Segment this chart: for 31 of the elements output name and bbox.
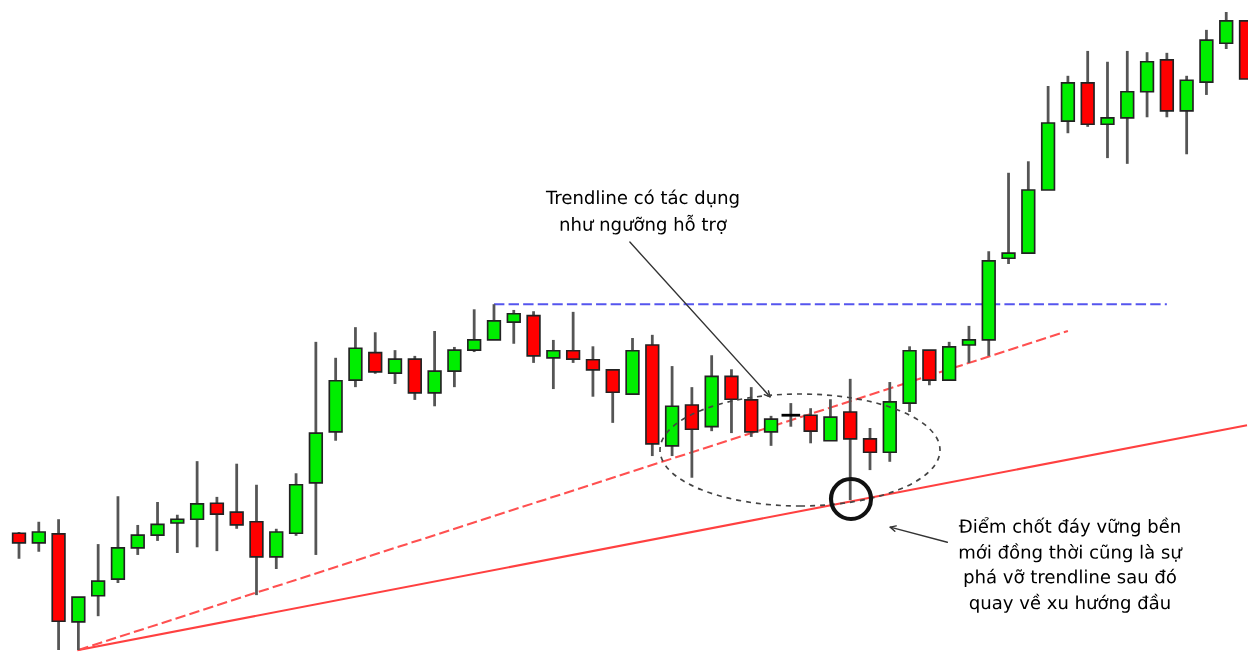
candlestick xyxy=(427,329,442,408)
candlestick xyxy=(605,368,620,425)
candlestick xyxy=(486,302,502,342)
candlestick xyxy=(763,414,779,448)
candlestick xyxy=(1001,171,1016,266)
candlestick xyxy=(31,520,46,554)
candlestick xyxy=(189,459,205,549)
candlestick xyxy=(368,330,383,376)
candlestick xyxy=(467,307,482,354)
annotation: Trendline có tác dụng như ngưỡng hỗ trợ xyxy=(545,189,739,235)
candlestick xyxy=(1100,60,1115,160)
candlestick xyxy=(90,542,106,618)
candlestick xyxy=(130,523,145,557)
candlestick xyxy=(229,462,244,531)
candlestick xyxy=(506,308,521,346)
candlestick xyxy=(170,513,185,555)
candlestick xyxy=(724,367,739,435)
candlestick xyxy=(11,530,27,561)
candlestick xyxy=(546,338,561,391)
candlestick xyxy=(862,426,878,472)
candlestick xyxy=(565,310,581,365)
candlestick xyxy=(961,324,977,365)
candlestick xyxy=(150,500,165,543)
candlestick xyxy=(585,344,601,399)
candlestick xyxy=(209,495,225,553)
candlestick xyxy=(803,406,818,445)
candlestick xyxy=(1219,10,1234,51)
candlestick xyxy=(823,397,838,443)
annotation: Điểm chốt đáy vững bền mới đồng thời cũng là sự phá vỡ trendline sau đó quay về xu hướng đầu xyxy=(958,517,1183,613)
candlestick xyxy=(387,348,403,386)
candlestick xyxy=(447,345,462,389)
